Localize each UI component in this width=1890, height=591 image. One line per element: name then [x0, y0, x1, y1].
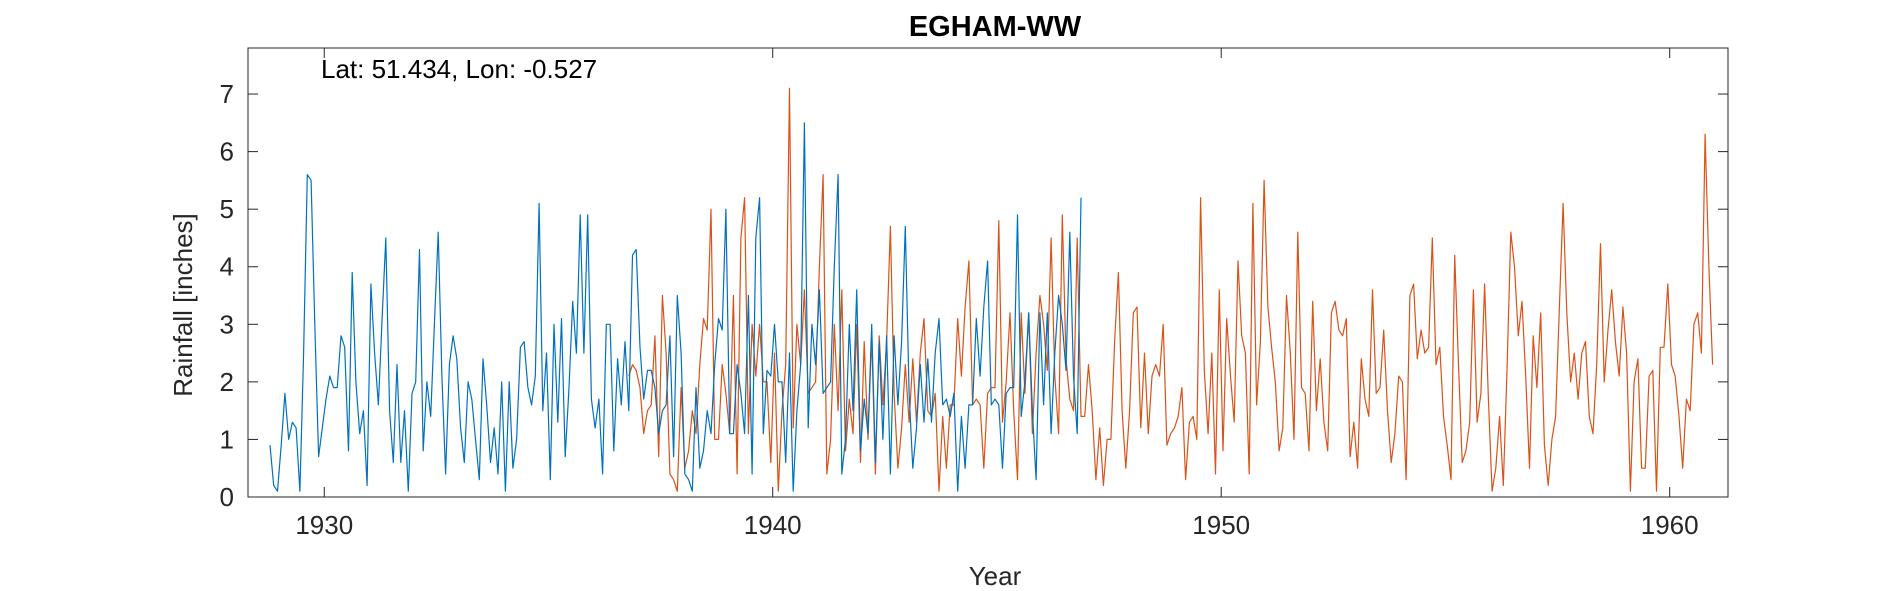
- axis-ticks: 1930 1940 1950 1960 0 1 2 3 4 5 6 7: [220, 48, 1728, 540]
- x-tick-label: 1960: [1641, 510, 1699, 540]
- x-axis-label: Year: [969, 561, 1022, 591]
- x-tick-label: 1950: [1192, 510, 1250, 540]
- y-tick-label: 5: [220, 194, 234, 224]
- y-tick-label: 6: [220, 137, 234, 167]
- y-tick-label: 2: [220, 367, 234, 397]
- y-tick-label: 0: [220, 482, 234, 512]
- y-tick-label: 3: [220, 309, 234, 339]
- location-annotation: Lat: 51.434, Lon: -0.527: [321, 54, 597, 84]
- x-tick-label: 1940: [744, 510, 802, 540]
- y-tick-label: 1: [220, 424, 234, 454]
- x-tick-label: 1930: [295, 510, 353, 540]
- chart-title: EGHAM-WW: [909, 11, 1082, 43]
- y-tick-label: 4: [220, 252, 234, 282]
- y-tick-label: 7: [220, 79, 234, 109]
- y-axis-label: Rainfall [inches]: [168, 213, 198, 397]
- series-1-line: [269, 122, 1082, 492]
- series-layer: [269, 87, 1714, 492]
